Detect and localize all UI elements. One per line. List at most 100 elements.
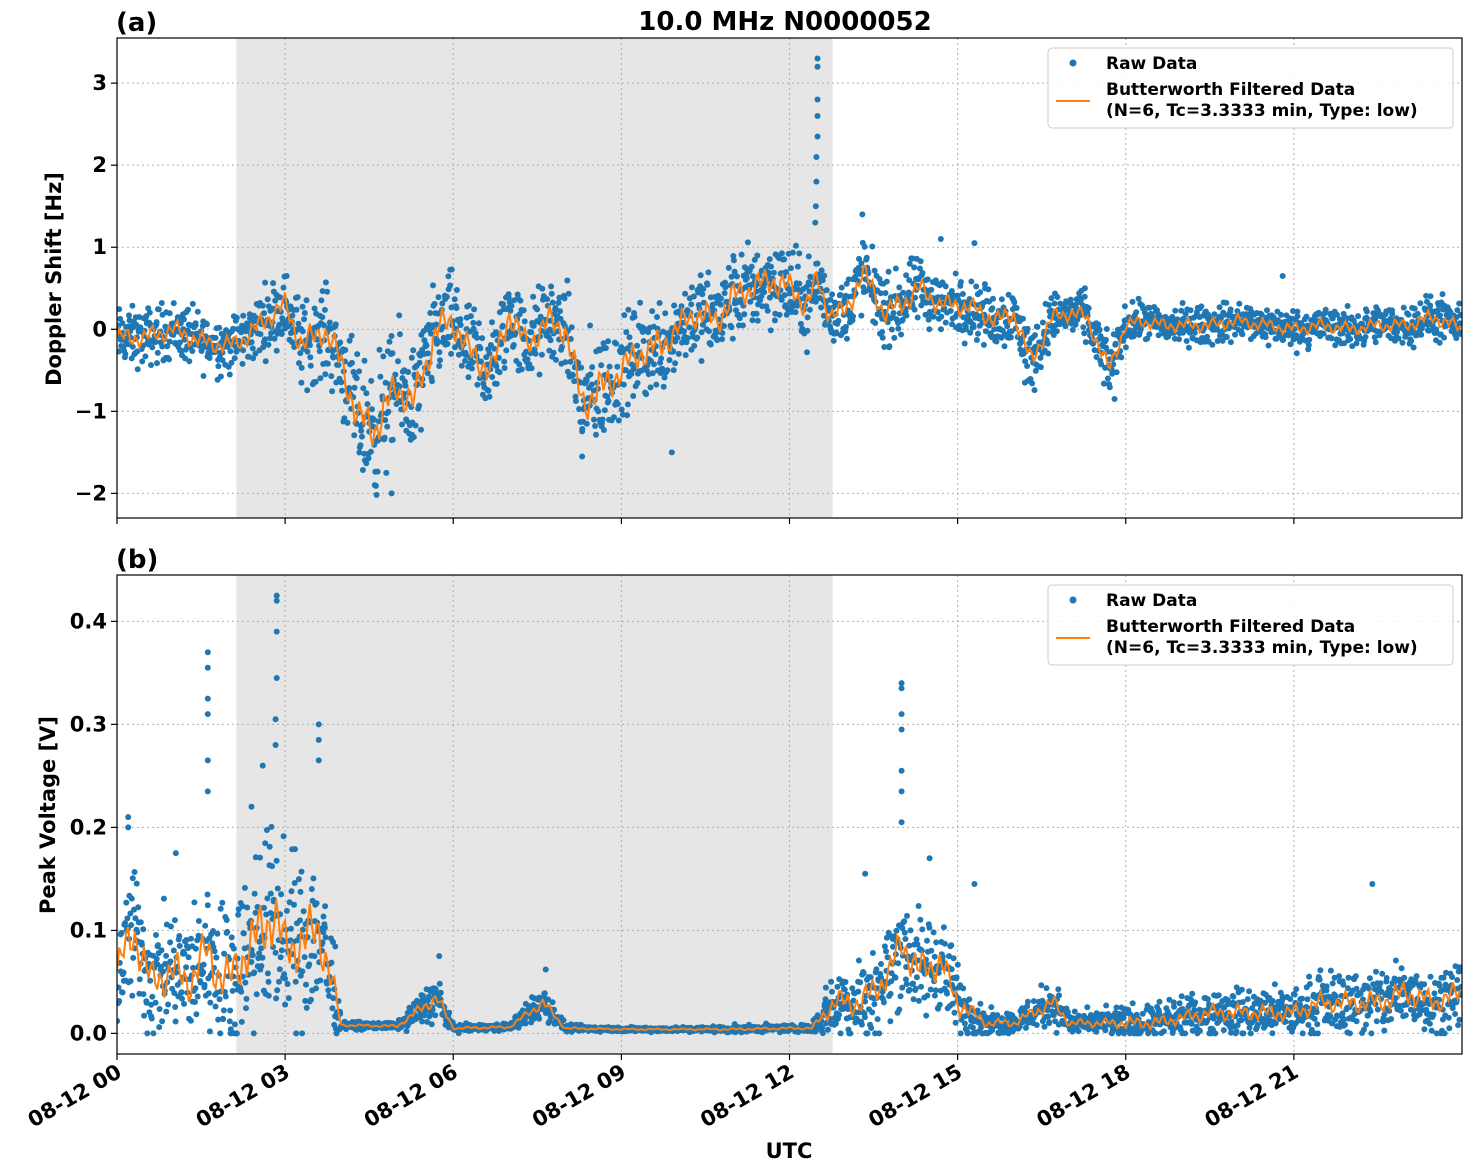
raw-data-point bbox=[915, 997, 922, 1004]
raw-data-point bbox=[159, 343, 166, 350]
raw-data-point bbox=[797, 320, 804, 327]
raw-data-point bbox=[257, 854, 263, 861]
raw-data-point bbox=[922, 311, 929, 318]
legend-raw-marker bbox=[1069, 59, 1077, 67]
raw-data-point bbox=[163, 952, 170, 959]
raw-data-point bbox=[1414, 310, 1421, 317]
raw-data-point bbox=[721, 290, 728, 297]
raw-data-point bbox=[1437, 312, 1443, 319]
raw-data-point bbox=[183, 937, 190, 943]
raw-data-point bbox=[980, 341, 987, 348]
raw-data-point bbox=[1355, 313, 1362, 320]
raw-data-point bbox=[614, 401, 621, 407]
raw-data-point bbox=[885, 268, 892, 275]
raw-data-point bbox=[907, 927, 914, 934]
raw-data-point bbox=[292, 846, 298, 853]
raw-data-point bbox=[267, 890, 274, 897]
raw-data-point bbox=[498, 341, 505, 348]
raw-data-point bbox=[501, 358, 508, 365]
raw-data-point bbox=[928, 286, 935, 293]
raw-data-point bbox=[1191, 329, 1198, 336]
raw-data-point bbox=[192, 322, 199, 329]
raw-data-point bbox=[1399, 339, 1406, 346]
raw-data-point bbox=[1053, 328, 1060, 335]
raw-data-point bbox=[298, 379, 305, 386]
raw-data-point bbox=[546, 326, 553, 333]
raw-data-point bbox=[251, 969, 258, 976]
raw-data-point bbox=[185, 954, 192, 961]
raw-data-point bbox=[1333, 311, 1340, 318]
raw-data-point bbox=[437, 989, 444, 996]
raw-data-point bbox=[155, 942, 161, 949]
raw-data-point bbox=[914, 314, 921, 321]
raw-data-point bbox=[357, 442, 364, 449]
raw-data-point bbox=[903, 964, 910, 970]
raw-data-point bbox=[158, 947, 165, 954]
raw-data-point bbox=[265, 978, 272, 985]
raw-data-point bbox=[156, 1024, 163, 1031]
raw-data-point bbox=[153, 319, 160, 326]
raw-data-point bbox=[530, 322, 537, 329]
raw-data-point bbox=[424, 370, 431, 377]
raw-data-point bbox=[845, 276, 852, 283]
raw-data-point bbox=[961, 1020, 968, 1027]
y-axis-label-b: Peak Voltage [V] bbox=[36, 716, 60, 914]
raw-data-point bbox=[258, 945, 265, 952]
raw-data-point bbox=[491, 345, 498, 352]
raw-data-point bbox=[356, 368, 363, 375]
raw-data-point bbox=[1427, 293, 1434, 300]
raw-data-point bbox=[918, 983, 925, 990]
raw-data-point bbox=[419, 1018, 426, 1025]
raw-data-point bbox=[765, 269, 772, 276]
raw-data-point bbox=[869, 243, 876, 250]
raw-data-point bbox=[532, 350, 539, 357]
raw-data-point bbox=[902, 976, 909, 983]
raw-data-point bbox=[262, 279, 269, 286]
raw-data-point bbox=[1103, 326, 1110, 332]
raw-data-point bbox=[321, 306, 328, 313]
raw-data-point bbox=[684, 335, 691, 342]
raw-data-point bbox=[410, 434, 417, 441]
raw-data-point bbox=[436, 363, 443, 369]
raw-data-point bbox=[567, 336, 574, 342]
raw-data-outlier-point bbox=[971, 240, 978, 247]
raw-data-point bbox=[280, 833, 287, 840]
raw-data-point bbox=[239, 903, 246, 910]
raw-data-point bbox=[961, 340, 968, 347]
raw-data-point bbox=[963, 326, 969, 333]
raw-data-point bbox=[975, 330, 981, 337]
raw-data-point bbox=[220, 1007, 227, 1014]
raw-data-point bbox=[670, 367, 677, 374]
raw-data-point bbox=[299, 328, 306, 335]
raw-data-point bbox=[896, 284, 903, 291]
raw-data-point bbox=[319, 939, 326, 946]
raw-data-point bbox=[1069, 326, 1076, 333]
raw-data-point bbox=[872, 320, 879, 326]
raw-data-point bbox=[887, 1018, 894, 1025]
raw-data-point bbox=[508, 302, 515, 309]
raw-data-point bbox=[1251, 1017, 1258, 1024]
raw-data-point bbox=[1179, 300, 1186, 306]
raw-data-point bbox=[425, 993, 432, 1000]
raw-data-point bbox=[728, 273, 735, 280]
raw-data-point bbox=[564, 277, 571, 284]
raw-data-outlier-point bbox=[814, 133, 821, 140]
raw-data-point bbox=[621, 312, 628, 319]
raw-data-point bbox=[1264, 307, 1270, 314]
raw-data-point bbox=[1075, 1028, 1082, 1035]
raw-data-point bbox=[1227, 306, 1234, 313]
raw-data-point bbox=[903, 981, 910, 987]
raw-data-point bbox=[386, 338, 393, 345]
raw-data-point bbox=[303, 981, 309, 988]
raw-data-point bbox=[1011, 299, 1018, 306]
raw-data-point bbox=[278, 947, 285, 954]
raw-data-point bbox=[231, 1021, 238, 1028]
raw-data-point bbox=[1129, 298, 1136, 305]
raw-data-point bbox=[471, 306, 478, 313]
raw-data-point bbox=[317, 375, 324, 382]
raw-data-point bbox=[1453, 335, 1460, 342]
raw-data-point bbox=[855, 957, 862, 964]
raw-data-point bbox=[993, 338, 1000, 345]
raw-data-point bbox=[892, 265, 899, 272]
raw-data-point bbox=[844, 335, 850, 342]
